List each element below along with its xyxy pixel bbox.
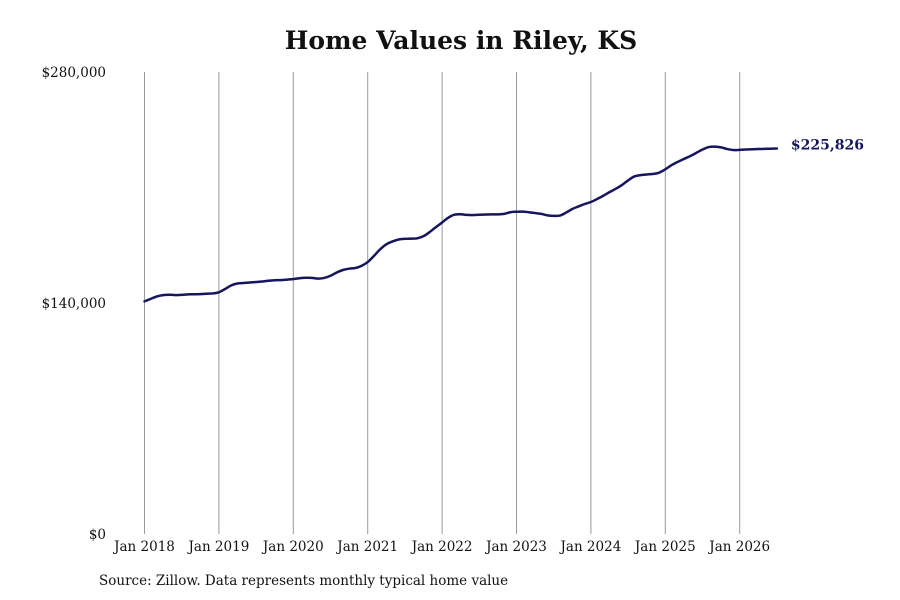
- y-tick-label: $140,000: [42, 296, 106, 312]
- x-tick-label: Jan 2021: [335, 539, 398, 555]
- x-tick-label: Jan 2026: [707, 539, 770, 555]
- y-axis-ticks: $0 $140,000 $280,000: [42, 65, 106, 543]
- x-tick-label: Jan 2020: [261, 539, 324, 555]
- home-value-line: [143, 145, 779, 303]
- grid-lines: [144, 72, 741, 534]
- series-layer: [143, 145, 779, 303]
- end-value-label-group: $225,826: [791, 138, 864, 154]
- source-note: Source: Zillow. Data represents monthly …: [99, 573, 509, 589]
- x-axis-ticks: Jan 2018 Jan 2019 Jan 2020 Jan 2021 Jan 2022…: [112, 539, 770, 555]
- x-tick-label: Jan 2025: [633, 539, 696, 555]
- x-tick-label: Jan 2024: [558, 539, 621, 555]
- x-tick-label: Jan 2023: [484, 539, 547, 555]
- y-tick-label: $280,000: [42, 65, 106, 81]
- x-tick-label: Jan 2019: [186, 539, 249, 555]
- end-value-label: $225,826: [791, 138, 864, 154]
- x-tick-label: Jan 2018: [112, 539, 175, 555]
- x-tick-label: Jan 2022: [410, 539, 473, 555]
- chart-title: Home Values in Riley, KS: [284, 26, 638, 55]
- y-tick-label: $0: [89, 527, 106, 543]
